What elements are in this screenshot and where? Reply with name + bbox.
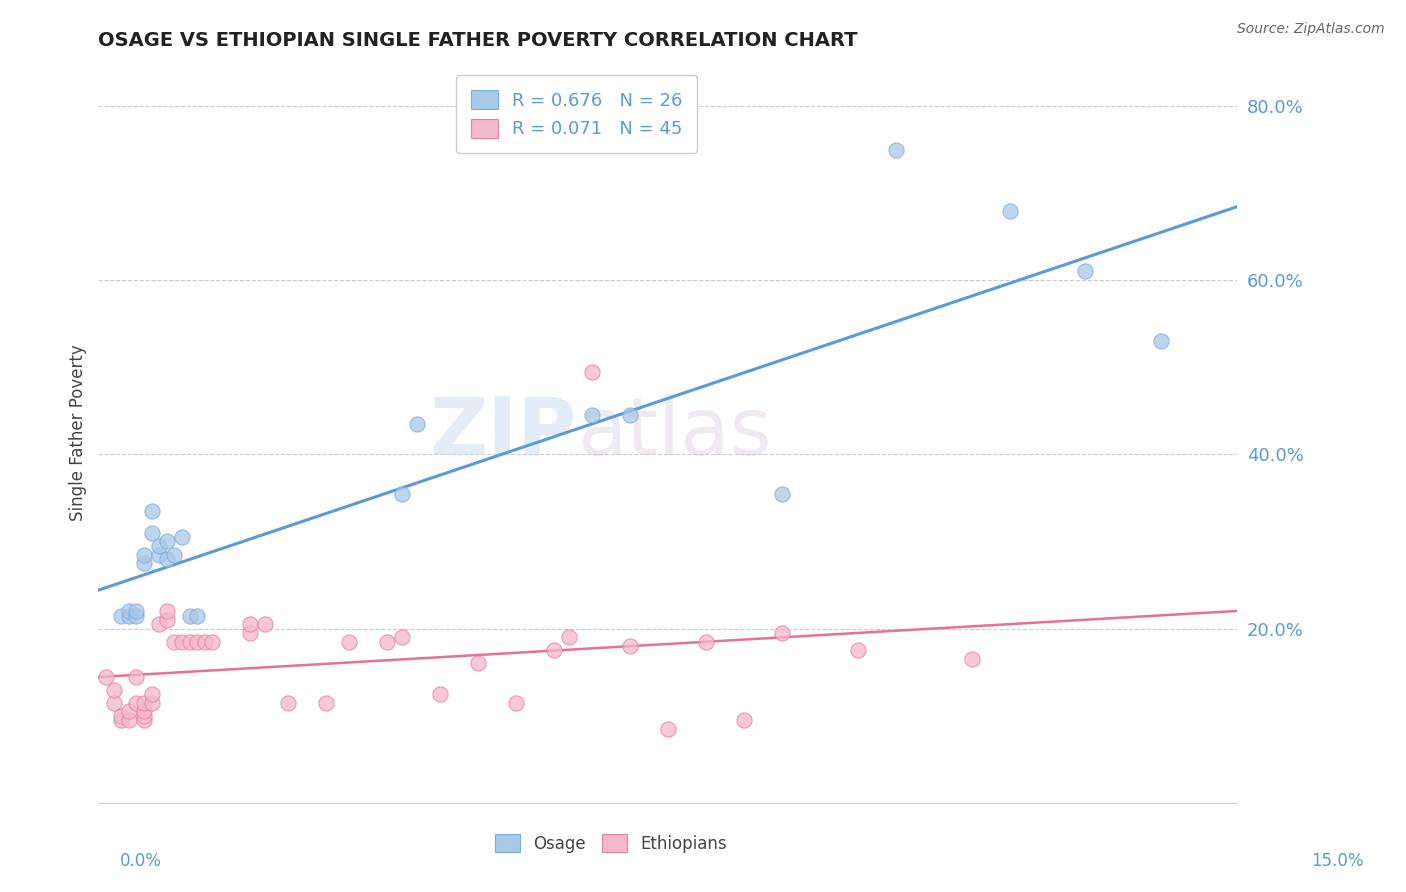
Point	[163, 548, 186, 562]
Point	[406, 417, 429, 431]
Legend: Osage, Ethiopians: Osage, Ethiopians	[486, 826, 735, 861]
Point	[179, 634, 201, 648]
Point	[186, 634, 208, 648]
Text: ZIP: ZIP	[429, 393, 576, 472]
Point	[581, 408, 603, 422]
Point	[103, 682, 125, 697]
Point	[429, 687, 451, 701]
Point	[657, 722, 679, 736]
Point	[156, 552, 179, 566]
Point	[695, 634, 717, 648]
Point	[239, 617, 262, 632]
Point	[179, 608, 201, 623]
Point	[733, 713, 755, 727]
Point	[543, 643, 565, 657]
Point	[581, 365, 603, 379]
Point	[110, 713, 132, 727]
Point	[998, 203, 1021, 218]
Point	[125, 608, 148, 623]
Point	[110, 708, 132, 723]
Point	[118, 713, 141, 727]
Point	[315, 696, 337, 710]
Point	[118, 704, 141, 718]
Point	[170, 634, 193, 648]
Point	[132, 713, 155, 727]
Point	[619, 639, 641, 653]
Point	[148, 617, 170, 632]
Point	[110, 608, 132, 623]
Point	[141, 687, 163, 701]
Point	[770, 626, 793, 640]
Point	[132, 696, 155, 710]
Point	[558, 630, 581, 644]
Point	[239, 626, 262, 640]
Point	[619, 408, 641, 422]
Point	[163, 634, 186, 648]
Point	[132, 704, 155, 718]
Point	[118, 608, 141, 623]
Point	[170, 530, 193, 544]
Point	[391, 630, 413, 644]
Point	[141, 696, 163, 710]
Point	[201, 634, 224, 648]
Point	[254, 617, 277, 632]
Point	[94, 669, 117, 683]
Point	[846, 643, 869, 657]
Point	[125, 669, 148, 683]
Point	[770, 486, 793, 500]
Text: Source: ZipAtlas.com: Source: ZipAtlas.com	[1237, 22, 1385, 37]
Point	[132, 556, 155, 570]
Point	[375, 634, 398, 648]
Point	[148, 539, 170, 553]
Text: 15.0%: 15.0%	[1312, 852, 1364, 870]
Point	[277, 696, 299, 710]
Point	[141, 504, 163, 518]
Point	[391, 486, 413, 500]
Point	[467, 657, 489, 671]
Y-axis label: Single Father Poverty: Single Father Poverty	[69, 344, 87, 521]
Point	[125, 696, 148, 710]
Text: OSAGE VS ETHIOPIAN SINGLE FATHER POVERTY CORRELATION CHART: OSAGE VS ETHIOPIAN SINGLE FATHER POVERTY…	[98, 30, 858, 50]
Point	[1150, 334, 1173, 348]
Point	[156, 604, 179, 618]
Point	[505, 696, 527, 710]
Point	[125, 604, 148, 618]
Point	[884, 143, 907, 157]
Point	[141, 525, 163, 540]
Text: 0.0%: 0.0%	[120, 852, 162, 870]
Point	[148, 548, 170, 562]
Point	[132, 548, 155, 562]
Point	[337, 634, 360, 648]
Point	[118, 604, 141, 618]
Point	[156, 534, 179, 549]
Point	[103, 696, 125, 710]
Point	[960, 652, 983, 666]
Point	[194, 634, 217, 648]
Point	[186, 608, 208, 623]
Point	[1074, 264, 1097, 278]
Text: atlas: atlas	[576, 393, 770, 472]
Point	[156, 613, 179, 627]
Point	[132, 708, 155, 723]
